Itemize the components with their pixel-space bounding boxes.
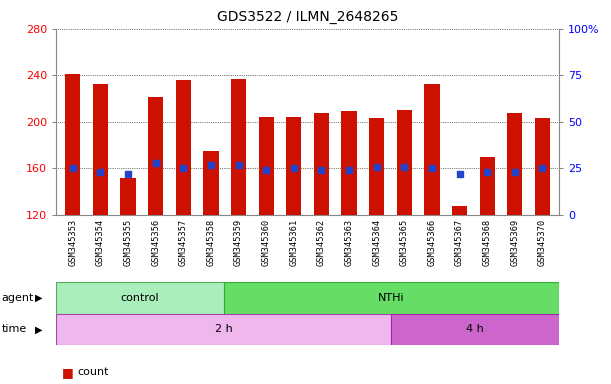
Bar [120, 178, 136, 215]
Text: control: control [121, 293, 159, 303]
Bar [56, 282, 224, 314]
Bar [176, 80, 191, 215]
Bar [203, 151, 219, 215]
Text: GSM345363: GSM345363 [345, 218, 354, 266]
Bar [480, 157, 495, 215]
Bar [342, 111, 357, 215]
Text: NTHi: NTHi [378, 293, 404, 303]
Text: time: time [2, 324, 27, 334]
Bar [286, 117, 301, 215]
Text: 2 h: 2 h [215, 324, 233, 334]
Text: 4 h: 4 h [466, 324, 484, 334]
Text: GDS3522 / ILMN_2648265: GDS3522 / ILMN_2648265 [217, 10, 398, 23]
Text: GSM345356: GSM345356 [151, 218, 160, 266]
Bar [148, 98, 163, 215]
Text: GSM345355: GSM345355 [123, 218, 133, 266]
Text: GSM345360: GSM345360 [262, 218, 271, 266]
Text: GSM345364: GSM345364 [372, 218, 381, 266]
Bar [535, 118, 550, 215]
Text: GSM345359: GSM345359 [234, 218, 243, 266]
Bar [314, 113, 329, 215]
Bar [397, 110, 412, 215]
Text: GSM345365: GSM345365 [400, 218, 409, 266]
Text: GSM345357: GSM345357 [179, 218, 188, 266]
Bar [224, 282, 559, 314]
Text: ▶: ▶ [35, 293, 42, 303]
Text: GSM345361: GSM345361 [290, 218, 298, 266]
Text: GSM345366: GSM345366 [428, 218, 436, 266]
Bar [425, 83, 439, 215]
Text: GSM345370: GSM345370 [538, 218, 547, 266]
Bar [452, 206, 467, 215]
Text: GSM345368: GSM345368 [483, 218, 492, 266]
Bar [369, 118, 384, 215]
Text: agent: agent [2, 293, 34, 303]
Text: ■: ■ [62, 366, 74, 379]
Bar [392, 314, 559, 345]
Text: GSM345354: GSM345354 [96, 218, 105, 266]
Text: GSM345362: GSM345362 [317, 218, 326, 266]
Text: GSM345353: GSM345353 [68, 218, 77, 266]
Text: GSM345358: GSM345358 [207, 218, 216, 266]
Text: count: count [78, 367, 109, 377]
Text: GSM345367: GSM345367 [455, 218, 464, 266]
Bar [231, 79, 246, 215]
Bar [93, 83, 108, 215]
Text: ▶: ▶ [35, 324, 42, 334]
Bar [507, 113, 522, 215]
Text: GSM345369: GSM345369 [510, 218, 519, 266]
Bar [65, 74, 81, 215]
Bar [258, 117, 274, 215]
Bar [56, 314, 392, 345]
